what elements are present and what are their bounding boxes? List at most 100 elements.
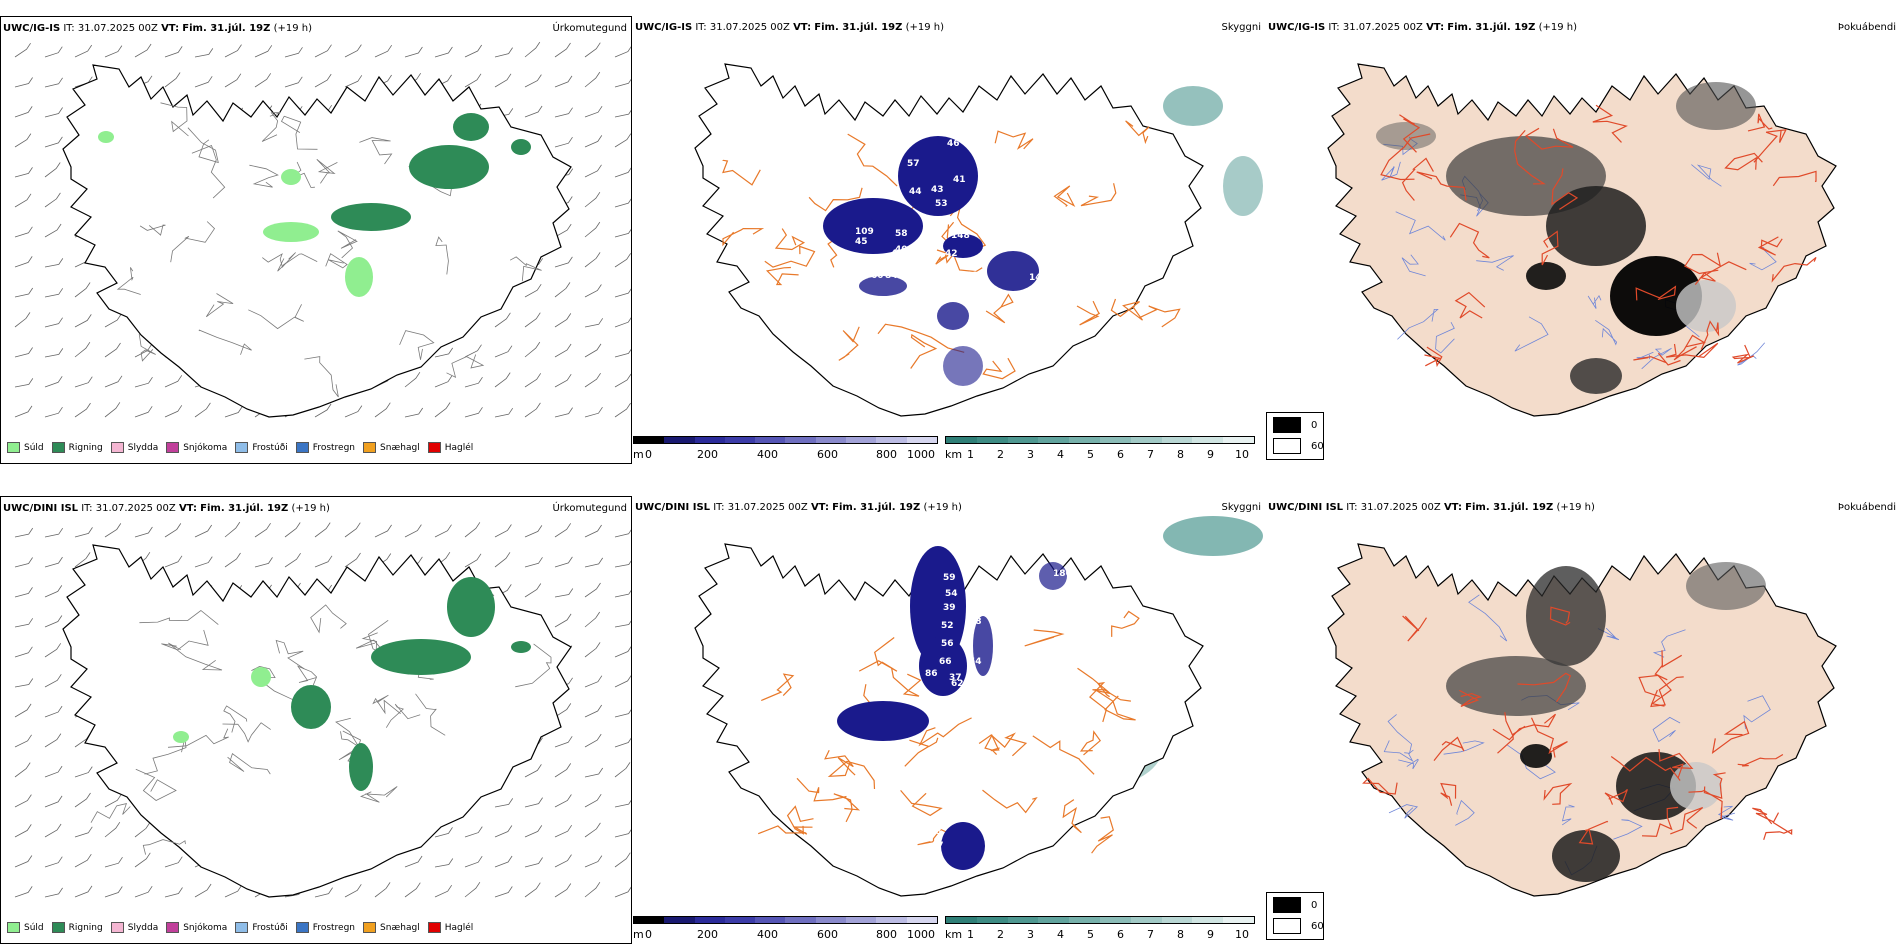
wind-barb bbox=[344, 405, 363, 418]
road-segment bbox=[280, 115, 318, 150]
road-segment bbox=[325, 253, 348, 269]
wind-barb bbox=[554, 854, 572, 868]
wind-barb bbox=[14, 646, 33, 658]
road-segment bbox=[1561, 804, 1575, 826]
road-segment bbox=[160, 102, 189, 137]
precip-area bbox=[511, 641, 531, 653]
precip-area bbox=[409, 145, 489, 189]
road-segment bbox=[310, 604, 347, 634]
road-segment bbox=[168, 642, 223, 671]
wind-barb bbox=[14, 256, 33, 268]
precip-area bbox=[331, 203, 411, 231]
road-segment bbox=[827, 760, 876, 790]
wind-barb bbox=[614, 373, 631, 388]
road-segment bbox=[135, 768, 177, 801]
wind-barb bbox=[584, 675, 603, 688]
wind-barb bbox=[74, 402, 91, 418]
road-segment bbox=[296, 665, 318, 691]
wind-barb bbox=[404, 882, 421, 898]
road-segment bbox=[399, 330, 435, 360]
wind-barb bbox=[14, 794, 32, 808]
fog-areas bbox=[1376, 82, 1756, 394]
wind-barb bbox=[584, 406, 603, 418]
road-segment bbox=[1459, 689, 1483, 707]
road-segment bbox=[1703, 772, 1726, 799]
road-segment bbox=[1443, 740, 1485, 755]
road-segment bbox=[1652, 716, 1681, 743]
wind-barb bbox=[194, 402, 211, 418]
value-label: 53 bbox=[935, 199, 948, 209]
wind-barb bbox=[584, 642, 601, 658]
high-precip-area bbox=[1039, 562, 1067, 590]
legend-item-rain: Rigning bbox=[51, 442, 103, 453]
road-segment bbox=[304, 356, 339, 398]
road-segment bbox=[982, 789, 1038, 814]
road-segment bbox=[1543, 782, 1573, 805]
road-segment bbox=[1079, 730, 1102, 756]
high-terrain-precip bbox=[823, 136, 1039, 386]
road-segment bbox=[1771, 256, 1817, 283]
wind-barb bbox=[584, 611, 601, 628]
road-segment bbox=[1387, 714, 1413, 754]
fog-area bbox=[1520, 744, 1552, 768]
wind-barb bbox=[614, 829, 631, 838]
precip-area bbox=[291, 685, 331, 729]
value-label: 49 bbox=[891, 249, 904, 259]
road-network bbox=[90, 588, 552, 855]
wind-barb bbox=[44, 288, 64, 298]
wind-barb bbox=[314, 73, 332, 88]
road-segment bbox=[1597, 627, 1620, 641]
wind-barb bbox=[194, 556, 213, 568]
wind-barb bbox=[614, 799, 631, 808]
road-segment bbox=[191, 144, 226, 199]
fog-area bbox=[1686, 562, 1766, 610]
wind-barb bbox=[554, 75, 573, 88]
wind-barb bbox=[524, 882, 541, 898]
road-segment bbox=[1684, 252, 1722, 275]
wind-barb bbox=[554, 313, 572, 328]
wind-barb bbox=[14, 193, 32, 208]
wind-barb bbox=[104, 856, 123, 868]
wind-barb bbox=[164, 46, 183, 58]
wind-barb bbox=[554, 373, 572, 388]
wind-barb bbox=[494, 312, 511, 328]
road-segment bbox=[935, 248, 983, 273]
wind-barb bbox=[614, 646, 631, 658]
wind-barb bbox=[74, 341, 91, 358]
fog-area bbox=[1670, 762, 1722, 810]
road-segment bbox=[222, 722, 271, 743]
wind-barb bbox=[494, 886, 513, 898]
height-colorbar: m 0 200 400 600 800 1000 bbox=[633, 436, 938, 464]
wind-barb bbox=[464, 407, 483, 418]
wind-barb bbox=[134, 526, 153, 538]
road-segment bbox=[918, 717, 972, 747]
precip-area bbox=[98, 131, 114, 143]
wind-barb bbox=[164, 405, 183, 418]
road-segment bbox=[765, 266, 799, 286]
value-label: 57 bbox=[907, 159, 920, 169]
wind-barb bbox=[74, 792, 91, 808]
panel-title: Skyggni bbox=[1221, 22, 1261, 33]
wind-barb bbox=[554, 223, 572, 238]
road-segment bbox=[1514, 130, 1546, 185]
wind-barb bbox=[524, 857, 543, 868]
wind-barb bbox=[554, 343, 572, 358]
wind-barb bbox=[44, 585, 63, 598]
road-segment bbox=[167, 728, 229, 748]
wind-barb bbox=[524, 557, 543, 568]
wind-barb bbox=[104, 523, 122, 538]
road-segment bbox=[277, 253, 318, 272]
wind-barb bbox=[44, 406, 63, 418]
road-segment bbox=[1024, 629, 1065, 647]
wind-barb bbox=[614, 590, 631, 598]
road-segment bbox=[1468, 594, 1508, 642]
wind-barb bbox=[14, 405, 33, 418]
road-segment bbox=[142, 839, 186, 855]
wind-barb bbox=[284, 47, 303, 58]
wind-barb bbox=[44, 823, 62, 838]
road-segment bbox=[90, 803, 131, 823]
panel-title: Úrkomutegund bbox=[552, 23, 627, 34]
value-label: 84 bbox=[885, 271, 898, 281]
panel-header: UWC/DINI ISL IT: 31.07.2025 00Z VT: Fim.… bbox=[635, 502, 962, 513]
fog-area bbox=[1552, 830, 1620, 882]
